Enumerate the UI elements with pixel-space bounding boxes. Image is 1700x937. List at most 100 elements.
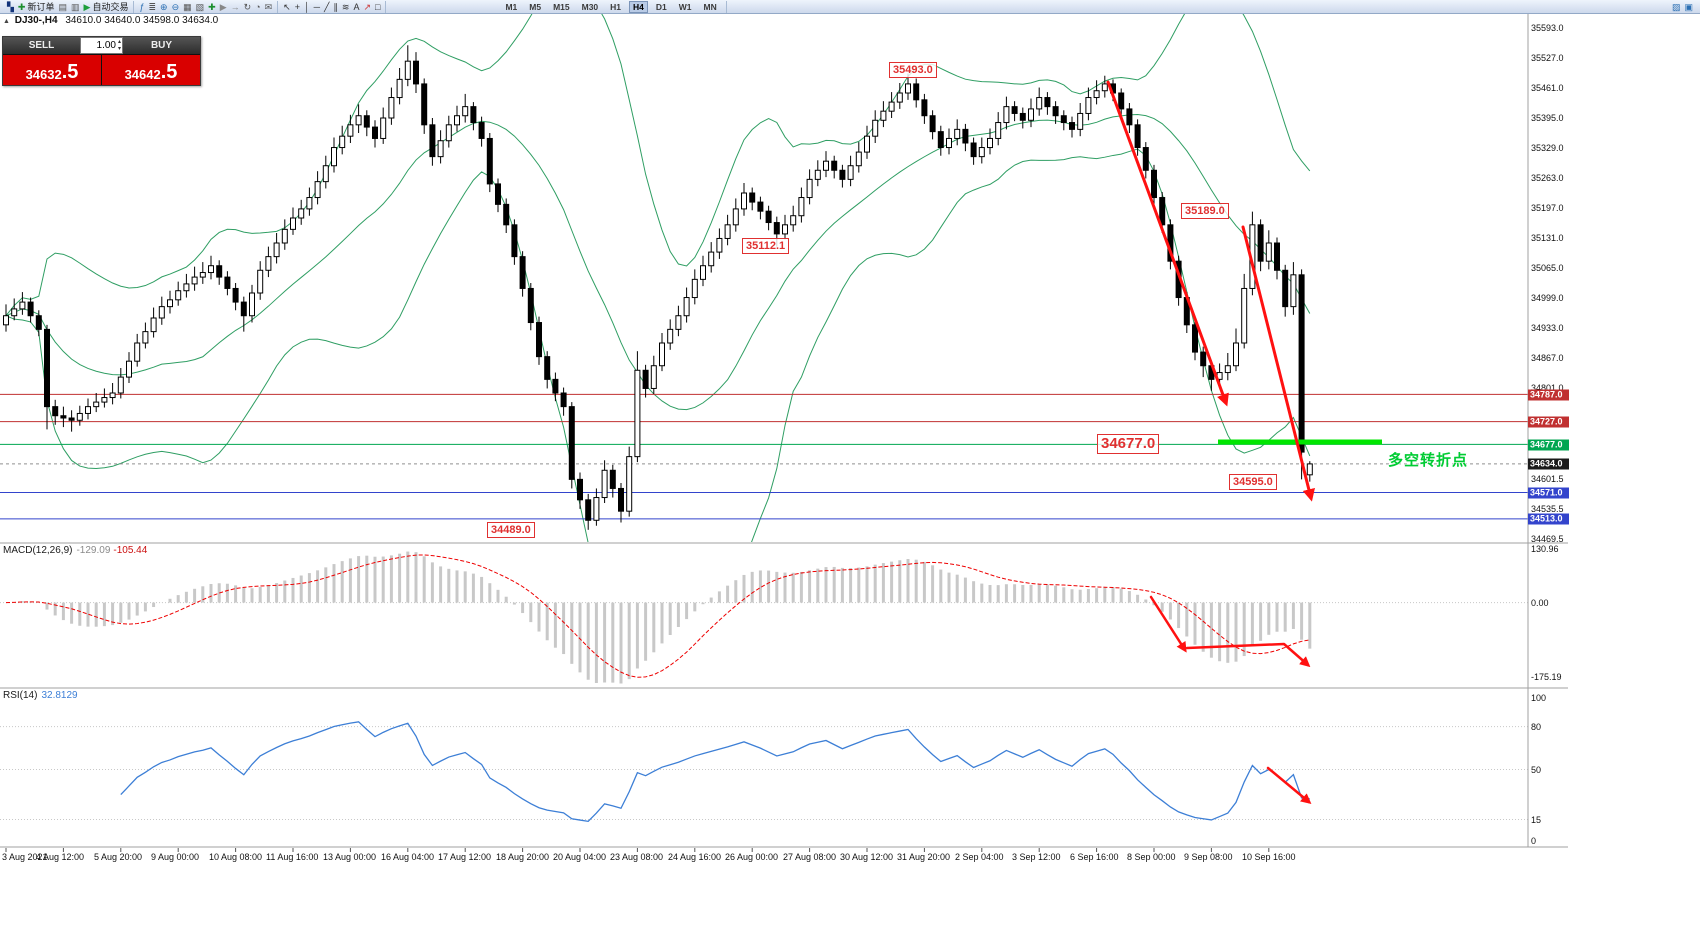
fibonacci-icon: ≋ — [341, 1, 350, 12]
trade-price-row: 34632.5 34642.5 — [3, 54, 200, 85]
candle — [314, 181, 321, 199]
candle — [847, 165, 854, 180]
trend-arrow-4[interactable] — [1185, 642, 1311, 668]
objects-list-icon[interactable]: ≣ — [148, 1, 156, 13]
zoom-out-icon[interactable]: ⊖ — [172, 1, 180, 13]
candle — [724, 224, 731, 239]
vertical-line-icon[interactable]: │ — [304, 1, 310, 13]
candle — [273, 242, 280, 258]
candle — [429, 124, 436, 158]
sell-price[interactable]: 34632.5 — [3, 55, 101, 85]
volume-decrease-icon[interactable]: ▾ — [117, 45, 121, 52]
price-annotation[interactable]: 34489.0 — [487, 522, 535, 538]
candle — [749, 192, 756, 203]
timeframe-h1[interactable]: H1 — [610, 1, 622, 12]
text-icon[interactable]: A — [353, 1, 359, 13]
price-scale-tick: 34801.0 — [1531, 383, 1564, 393]
time-axis-label: 5 Aug 20:00 — [94, 852, 143, 862]
volume-input[interactable]: 1.00 ▴ ▾ — [80, 37, 123, 54]
timeframe-m15[interactable]: M15 — [553, 1, 570, 12]
trend-arrow-5[interactable] — [1266, 766, 1312, 805]
chart-ohlc-header: ▲ DJ30-,H4 34610.0 34640.0 34598.0 34634… — [3, 15, 218, 26]
candle — [519, 256, 526, 289]
autotrading-button[interactable]: ▶ 自动交易 — [84, 1, 129, 13]
chart-canvas[interactable] — [0, 0, 1568, 867]
candle — [142, 331, 149, 344]
candle — [593, 497, 600, 521]
candle — [52, 406, 59, 417]
candle — [85, 406, 91, 414]
timeframe-m1[interactable]: M1 — [505, 1, 518, 12]
docking-icon[interactable]: ▣ — [1684, 1, 1693, 13]
shapes-icon[interactable]: □ — [375, 1, 380, 13]
buy-price[interactable]: 34642.5 — [102, 55, 200, 85]
cursor-icon[interactable]: ↖ — [283, 1, 291, 13]
zoom-in-icon[interactable]: ⊕ — [160, 1, 168, 13]
new-order-button[interactable]: ✚ 新订单 — [18, 1, 55, 13]
cascade-windows-icon: ▧ — [195, 1, 205, 12]
candle — [544, 356, 551, 380]
candle — [437, 140, 444, 158]
price-annotation[interactable]: 35189.0 — [1181, 203, 1229, 219]
chart-shift-icon[interactable]: → — [231, 1, 240, 13]
candle — [1298, 274, 1305, 453]
indicators-icon[interactable]: ƒ — [139, 1, 144, 13]
price-scale-tick: 34535.5 — [1531, 504, 1564, 514]
trend-arrow-1[interactable] — [1106, 80, 1229, 407]
candle — [921, 99, 928, 117]
timeframe-h4[interactable]: H4 — [629, 0, 648, 13]
candle — [1126, 108, 1133, 126]
trendline-icon[interactable]: ╱ — [324, 1, 329, 13]
arrows-icon[interactable]: ↗ — [363, 1, 371, 13]
timeframe-w1[interactable]: W1 — [678, 1, 692, 12]
candle — [11, 308, 18, 317]
candle — [445, 124, 452, 142]
horizontal-line-icon[interactable]: ─ — [314, 1, 320, 13]
tile-windows-icon[interactable]: ▦ — [183, 1, 192, 13]
market-watch-icon[interactable]: ▥ — [71, 1, 80, 13]
crosshair-icon[interactable]: + — [295, 1, 300, 13]
timeframe-m30[interactable]: M30 — [581, 1, 599, 12]
price-annotation[interactable]: 35493.0 — [889, 62, 937, 78]
price-annotation[interactable]: 35112.1 — [742, 238, 790, 254]
candle — [757, 201, 764, 212]
time-axis-label: 13 Aug 00:00 — [323, 852, 377, 862]
clock-icon: ◔ — [255, 1, 261, 12]
channel-icon[interactable]: ∥ — [333, 1, 338, 13]
docking-icon: ▣ — [1684, 1, 1693, 12]
rsi-value: 32.8129 — [41, 690, 78, 701]
window-layout-icon[interactable]: ▨ — [1672, 1, 1681, 13]
candle — [1192, 324, 1198, 353]
candle — [577, 478, 583, 501]
time-axis-label: 8 Sep 00:00 — [1127, 852, 1176, 862]
new-chart-icon[interactable]: ✚ — [208, 1, 216, 13]
buy-button[interactable]: BUY — [123, 37, 200, 54]
candle — [199, 272, 206, 278]
refresh-icon[interactable]: ↻ — [244, 1, 252, 13]
timeframe-m5[interactable]: M5 — [529, 1, 542, 12]
price-tag: 34677.0 — [1528, 439, 1569, 451]
auto-scroll-icon[interactable]: ▶ — [220, 1, 227, 13]
price-scale-tick: 35263.0 — [1531, 173, 1564, 183]
timeframe-d1[interactable]: D1 — [655, 1, 667, 12]
price-tag: 34634.0 — [1528, 458, 1569, 470]
mail-icon[interactable]: ✉ — [265, 1, 273, 13]
app-icon[interactable]: ▚ — [7, 1, 14, 13]
candle — [183, 283, 190, 292]
volume-increase-icon[interactable]: ▴ — [117, 38, 121, 45]
note-text[interactable]: 多空转折点 — [1388, 452, 1469, 469]
clock-icon[interactable]: ◔ — [255, 1, 260, 13]
price-annotation[interactable]: 34677.0 — [1097, 434, 1160, 454]
tile-windows-icon: ▦ — [183, 1, 192, 12]
candle — [1118, 92, 1125, 110]
sell-button[interactable]: SELL — [3, 37, 80, 54]
price-scale-tick: 34999.0 — [1531, 293, 1564, 303]
timeframe-mn[interactable]: MN — [703, 1, 717, 12]
price-annotation[interactable]: 34595.0 — [1229, 474, 1277, 490]
candle — [773, 222, 780, 235]
fibonacci-icon[interactable]: ≋ — [342, 1, 350, 13]
cascade-windows-icon[interactable]: ▧ — [196, 1, 205, 13]
chart-profiles-icon[interactable]: ▤ — [58, 1, 67, 13]
trend-arrow-2[interactable] — [1241, 225, 1315, 502]
trend-arrow-3[interactable] — [1149, 595, 1187, 653]
